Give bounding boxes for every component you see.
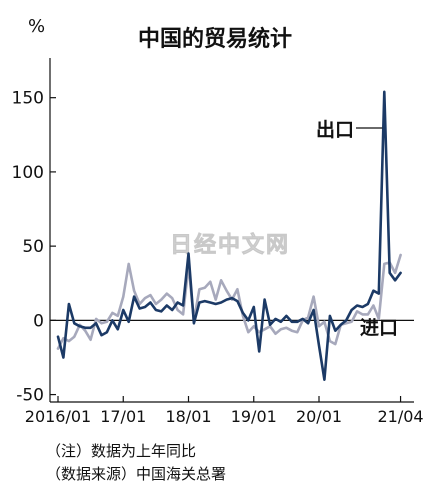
x-tick-label: 17/01	[100, 407, 146, 426]
export-label: 出口	[316, 118, 354, 141]
import-series-line	[56, 253, 402, 350]
note-yoy: （注）数据为上年同比	[46, 442, 197, 460]
x-tick-label: 20/01	[296, 407, 342, 426]
y-tick-label: -50	[16, 386, 44, 406]
y-tick-label: 150	[12, 89, 44, 109]
y-tick-label: 0	[33, 311, 44, 331]
x-tick-label: 21/04	[378, 407, 424, 426]
series-layer	[56, 90, 402, 381]
x-tick-label: 19/01	[231, 407, 277, 426]
export-series-line	[56, 90, 402, 381]
x-tick-label: 18/01	[165, 407, 211, 426]
chart-title: 中国的贸易统计	[138, 26, 292, 52]
note-source: （数据来源）中国海关总署	[46, 465, 227, 483]
x-tick-label: 2016/01	[25, 407, 91, 426]
y-tick-label: 100	[12, 163, 44, 183]
y-tick-label: 50	[22, 237, 44, 257]
import-label: 进口	[360, 317, 398, 339]
axes: -50 0 50 100 150 2016/01 17/01 18/01 19/01 20/01 2…	[12, 58, 424, 426]
y-unit: %	[28, 16, 45, 37]
